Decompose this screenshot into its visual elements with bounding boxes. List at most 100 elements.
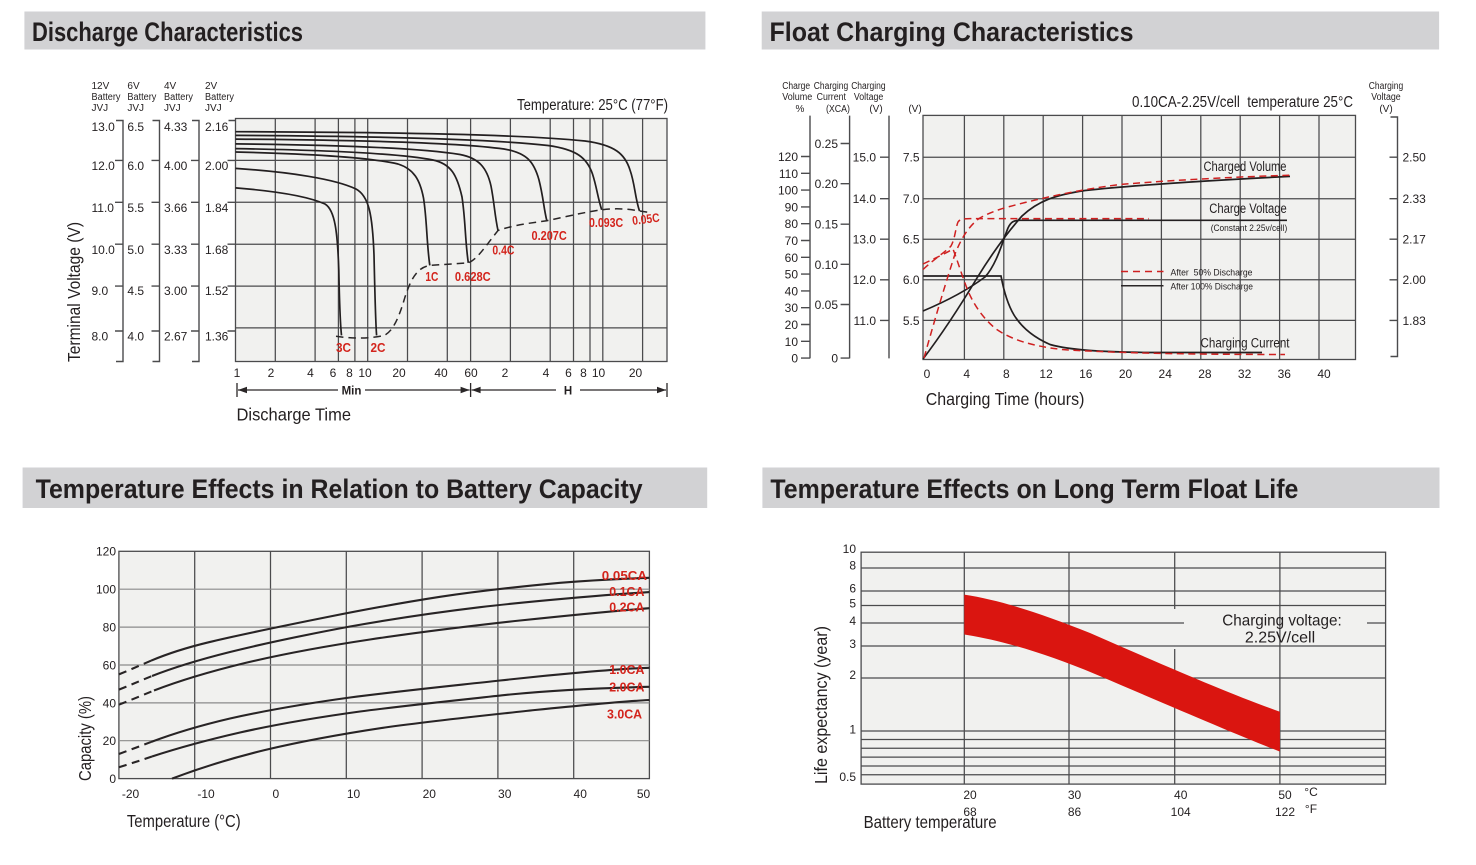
svg-text:6.5: 6.5 (903, 233, 920, 247)
svg-text:2.0CA: 2.0CA (609, 680, 645, 695)
svg-text:5.5: 5.5 (127, 201, 144, 215)
svg-text:0.5: 0.5 (839, 770, 856, 784)
svg-text:24: 24 (1159, 367, 1173, 381)
svg-text:4.5: 4.5 (127, 284, 144, 298)
svg-text:Charged Volume: Charged Volume (1204, 159, 1287, 174)
svg-text:2V: 2V (205, 81, 218, 92)
svg-text:2: 2 (502, 366, 509, 380)
svg-text:50: 50 (1278, 788, 1292, 802)
svg-text:60: 60 (785, 251, 799, 265)
svg-text:28: 28 (1198, 367, 1212, 381)
svg-text:Charging voltage:: Charging voltage: (1222, 613, 1341, 630)
svg-text:Charge Voltage: Charge Voltage (1209, 201, 1287, 216)
svg-text:2.50: 2.50 (1403, 151, 1427, 165)
svg-text:1.84: 1.84 (205, 201, 229, 215)
svg-text:1.83: 1.83 (1403, 314, 1427, 328)
svg-text:3: 3 (849, 637, 856, 651)
svg-text:-10: -10 (197, 787, 215, 801)
svg-text:86: 86 (1068, 805, 1082, 819)
svg-text:0: 0 (791, 352, 798, 366)
svg-text:4: 4 (543, 366, 550, 380)
svg-text:Charging: Charging (851, 81, 885, 92)
svg-text:5: 5 (849, 597, 856, 611)
svg-text:1.68: 1.68 (205, 243, 229, 257)
svg-text:2.00: 2.00 (205, 159, 229, 173)
svg-text:32: 32 (1238, 367, 1252, 381)
svg-text:7.0: 7.0 (903, 192, 920, 206)
svg-text:110: 110 (779, 167, 798, 181)
svg-text:68: 68 (963, 805, 977, 819)
svg-text:122: 122 (1275, 805, 1295, 819)
svg-text:2C: 2C (371, 341, 386, 355)
svg-text:30: 30 (785, 301, 799, 315)
svg-text:Volume: Volume (782, 92, 812, 103)
svg-text:0.05C: 0.05C (631, 211, 660, 228)
svg-text:Battery: Battery (92, 92, 121, 103)
svg-text:2: 2 (268, 366, 275, 380)
svg-text:120: 120 (778, 150, 798, 164)
svg-text:%: % (796, 104, 805, 115)
svg-text:5.5: 5.5 (903, 314, 920, 328)
svg-text:Discharge Characteristics: Discharge Characteristics (32, 17, 303, 47)
svg-text:0.093C: 0.093C (589, 216, 623, 230)
svg-text:Current: Current (817, 92, 847, 103)
svg-text:12: 12 (1039, 367, 1053, 381)
svg-text:80: 80 (785, 217, 799, 231)
svg-text:3.00: 3.00 (164, 284, 188, 298)
svg-text:60: 60 (103, 659, 117, 673)
svg-text:15.0: 15.0 (853, 151, 877, 165)
svg-text:0: 0 (109, 772, 116, 786)
svg-text:0.05: 0.05 (815, 298, 839, 312)
svg-text:8.0: 8.0 (92, 330, 109, 344)
svg-text:104: 104 (1171, 805, 1191, 819)
svg-text:14.0: 14.0 (853, 192, 877, 206)
svg-text:40: 40 (785, 285, 799, 299)
svg-text:1.36: 1.36 (205, 330, 229, 344)
svg-text:7.5: 7.5 (903, 151, 920, 165)
svg-text:6.5: 6.5 (127, 120, 144, 134)
svg-text:4: 4 (849, 614, 856, 628)
svg-text:°F: °F (1305, 802, 1317, 816)
svg-text:12.0: 12.0 (853, 273, 877, 287)
svg-text:36: 36 (1278, 367, 1292, 381)
svg-text:H: H (564, 386, 572, 398)
svg-text:10: 10 (347, 787, 361, 801)
svg-text:Charge: Charge (782, 81, 810, 92)
svg-text:120: 120 (96, 545, 116, 559)
svg-text:Discharge Time: Discharge Time (237, 405, 352, 425)
svg-text:4.00: 4.00 (164, 159, 188, 173)
svg-text:20: 20 (392, 366, 406, 380)
svg-text:6: 6 (849, 582, 856, 596)
svg-text:2.17: 2.17 (1403, 233, 1427, 247)
svg-text:Voltage: Voltage (1371, 92, 1401, 103)
svg-text:10: 10 (843, 542, 857, 556)
svg-text:100: 100 (778, 184, 798, 198)
svg-text:20: 20 (629, 366, 643, 380)
svg-text:0.10: 0.10 (815, 258, 839, 272)
svg-text:Temperature Effects in Relatio: Temperature Effects in Relation to Batte… (36, 474, 643, 504)
svg-text:Charging Time (hours): Charging Time (hours) (926, 389, 1085, 409)
svg-text:After 50% Discharge: After 50% Discharge (1171, 267, 1253, 278)
svg-text:50: 50 (785, 268, 799, 282)
svg-text:40: 40 (574, 787, 588, 801)
svg-text:11.0: 11.0 (92, 201, 115, 215)
svg-text:9.0: 9.0 (92, 284, 109, 298)
svg-text:°C: °C (1304, 785, 1318, 799)
svg-text:JVJ: JVJ (205, 103, 222, 114)
svg-text:(V): (V) (908, 104, 921, 115)
svg-text:11.0: 11.0 (854, 314, 877, 328)
svg-text:13.0: 13.0 (92, 120, 116, 134)
svg-text:0.10CA-2.25V/cell temperature: 0.10CA-2.25V/cell temperature 25°C (1132, 94, 1353, 111)
svg-text:Voltage: Voltage (854, 92, 884, 103)
svg-text:0.1CA: 0.1CA (609, 584, 645, 599)
svg-text:8: 8 (849, 559, 856, 573)
svg-text:0.4C: 0.4C (492, 244, 514, 258)
svg-text:1C: 1C (425, 270, 438, 284)
svg-text:Battery temperature: Battery temperature (864, 812, 997, 832)
svg-text:JVJ: JVJ (164, 103, 181, 114)
svg-text:6: 6 (565, 366, 572, 380)
svg-text:8: 8 (580, 366, 587, 380)
svg-text:Life expectancy (year): Life expectancy (year) (811, 626, 831, 784)
svg-text:Float Charging Characteristics: Float Charging Characteristics (770, 17, 1134, 47)
svg-text:20: 20 (785, 318, 799, 332)
